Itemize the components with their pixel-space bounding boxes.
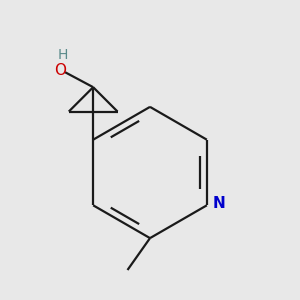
Text: H: H (58, 48, 68, 62)
Text: N: N (212, 196, 225, 211)
Text: O: O (55, 63, 67, 78)
